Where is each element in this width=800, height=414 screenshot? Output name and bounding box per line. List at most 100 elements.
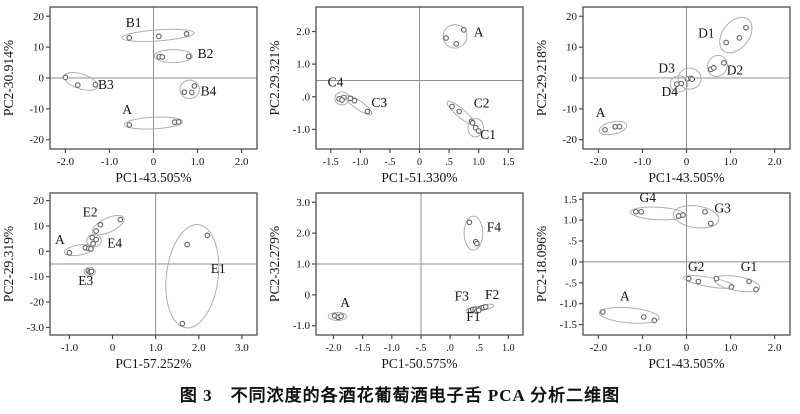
plot-canvas: -2.0 -1.0 0 1.0 2.0 -1.5 -1.0 -.5 0 .5 1.0 1.5 PC1-4… — [534, 190, 791, 371]
data-point — [204, 232, 211, 239]
x-tick-label: .0 — [446, 343, 454, 354]
x-tick-label: -2.0 — [590, 342, 608, 354]
data-point — [616, 123, 623, 130]
y-tick-label: -20 — [562, 134, 577, 146]
cluster-ellipse — [179, 79, 200, 100]
y-axis-label: PC2-29.218% — [534, 40, 549, 116]
data-point — [475, 128, 482, 134]
x-tick-label: .5 — [445, 157, 453, 168]
x-tick-label: 3.0 — [235, 342, 249, 354]
x-tick-label: -1.5 — [323, 157, 339, 168]
x-tick-label: -2.0 — [326, 343, 342, 354]
cluster-ellipse — [630, 206, 686, 221]
pca-subplot-f-series: -2.0 -1.5 -1.0 -.5 .0 .5 1.0 -1.0 0 1.0 2.0 3.0 PC1-… — [266, 186, 532, 372]
cluster-label: F2 — [485, 287, 499, 302]
x-tick-label: 0 — [417, 157, 422, 168]
cluster-label: F1 — [466, 309, 480, 324]
y-tick-label: 20 — [33, 11, 45, 23]
cluster-label: B3 — [98, 77, 114, 92]
y-tick-label: 2.0 — [296, 26, 310, 38]
data-point — [475, 307, 482, 314]
y-tick-label: -20 — [29, 297, 44, 309]
data-point — [753, 286, 759, 293]
cluster-ellipse — [463, 215, 484, 251]
y-axis-label: PC2-32.279% — [267, 226, 282, 302]
x-tick-label: -.5 — [385, 157, 396, 168]
x-tick-label: -2.0 — [57, 156, 75, 168]
y-tick-label: 1.0 — [296, 59, 310, 71]
data-point — [74, 82, 81, 88]
cluster-ellipse — [327, 311, 348, 321]
figure-caption: 图 3 不同浓度的各酒花葡萄酒电子舌 PCA 分析二维图 — [179, 385, 621, 405]
cluster-ellipse — [121, 28, 195, 42]
data-point — [702, 208, 708, 215]
data-point — [469, 120, 476, 126]
y-tick-label: 10 — [566, 42, 578, 54]
data-point — [179, 320, 186, 327]
data-point — [351, 97, 358, 104]
cluster-label: G4 — [639, 190, 656, 205]
x-tick-label: 0 — [684, 156, 690, 168]
pca-subplot-d-series: -2.0 -1.0 0 1.0 2.0 -20 -10 0 10 20 PC1-43.505% PC2… — [532, 0, 800, 186]
data-point — [88, 246, 94, 252]
cluster-label: A — [122, 102, 132, 117]
cluster-label: E4 — [107, 235, 122, 250]
x-axis-label: PC1-50.575% — [381, 356, 457, 371]
data-point — [364, 108, 371, 115]
data-point — [746, 278, 752, 285]
data-point — [93, 228, 99, 234]
data-point — [185, 53, 192, 60]
data-point — [181, 89, 188, 96]
data-point — [90, 240, 96, 247]
y-tick-label: 3.0 — [296, 197, 310, 209]
data-point — [602, 127, 608, 133]
x-tick-label: 2.0 — [768, 342, 782, 354]
data-point — [93, 236, 99, 243]
cluster-label: A — [596, 105, 606, 120]
data-point — [92, 81, 99, 88]
data-point — [453, 41, 460, 47]
y-tick-label: -10 — [562, 103, 577, 115]
pca-subplot-c-series: -1.5 -1.0 -.5 0 .5 1.0 1.5 -1.0 .0 1.0 2.0 PC1-51.3… — [266, 0, 532, 186]
y-tick-label: -3.0 — [27, 322, 45, 334]
x-tick-label: 2.0 — [192, 342, 206, 354]
y-tick-label: .5 — [569, 236, 578, 248]
cluster-label: D3 — [658, 60, 675, 75]
y-tick-label: 0 — [39, 246, 45, 258]
y-tick-label: -1.0 — [560, 298, 578, 310]
cluster-label: C4 — [328, 74, 344, 89]
cluster-label: C1 — [480, 127, 496, 142]
cluster-ellipse — [153, 49, 193, 64]
data-point — [117, 216, 124, 223]
plot-canvas: -2.0 -1.5 -1.0 -.5 .0 .5 1.0 -1.0 0 1.0 2.0 3.0 PC1-… — [267, 192, 524, 371]
cluster-label: D4 — [662, 84, 679, 99]
x-tick-label: 1.0 — [502, 343, 515, 354]
cluster-label: E1 — [211, 261, 226, 276]
cluster-label: D2 — [727, 62, 744, 77]
y-tick-label: 1.5 — [563, 194, 577, 206]
data-point — [675, 213, 682, 219]
x-tick-label: 1.5 — [502, 157, 515, 168]
x-tick-label: 1.0 — [724, 156, 738, 168]
cluster-ellipse — [598, 306, 660, 324]
data-point — [482, 304, 489, 310]
cluster-label: B4 — [201, 83, 217, 98]
y-tick-label: .0 — [302, 91, 311, 103]
x-tick-label: 0 — [151, 156, 157, 168]
plot-canvas: -1.0 0 1.0 2.0 3.0 -3.0 -20 -10 0 10 20 PC1-57.252%… — [1, 192, 258, 371]
cluster-ellipse — [63, 71, 99, 91]
y-tick-label: 1.0 — [563, 215, 577, 227]
x-axis-label: PC1-43.505% — [648, 356, 724, 371]
data-point — [88, 268, 95, 275]
x-axis-label: PC1-57.252% — [115, 356, 191, 371]
cluster-label: F4 — [487, 220, 502, 235]
cluster-ellipse — [344, 94, 373, 116]
data-point — [456, 108, 462, 115]
y-tick-label: 0 — [305, 289, 311, 301]
data-point — [449, 103, 455, 110]
data-point — [713, 275, 720, 282]
data-point — [97, 221, 104, 228]
data-point — [710, 64, 717, 71]
y-tick-label: 0 — [39, 73, 45, 85]
data-point — [721, 60, 727, 66]
